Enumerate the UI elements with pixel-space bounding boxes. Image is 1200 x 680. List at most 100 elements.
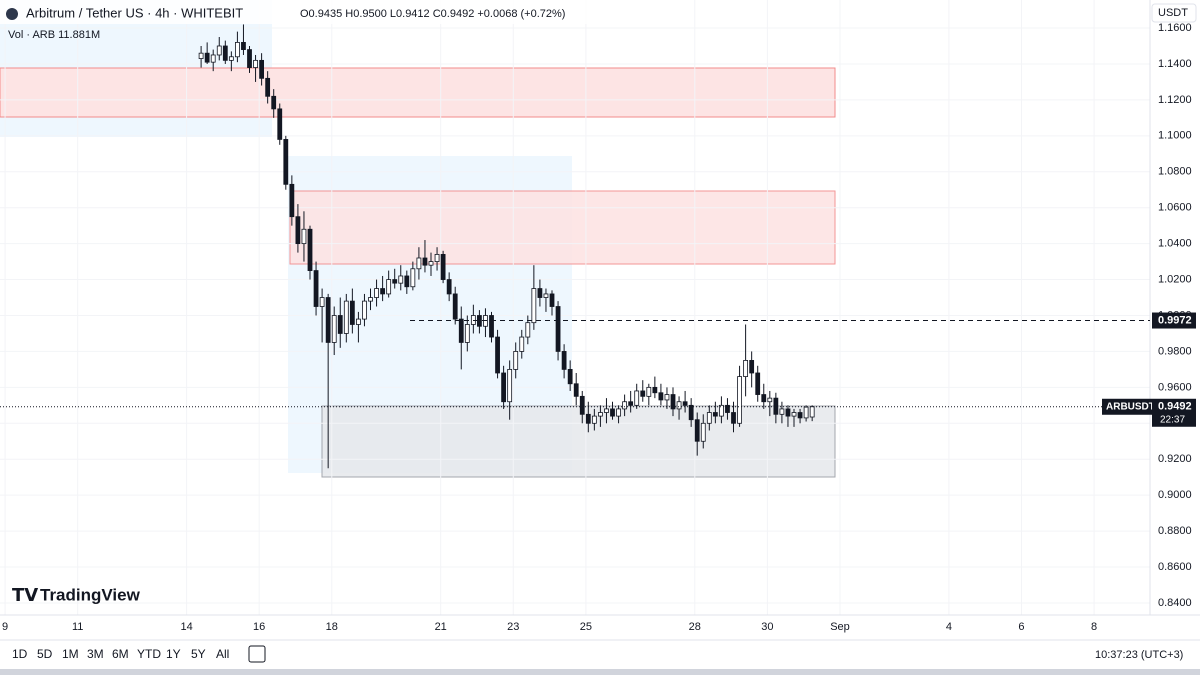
candle-body (628, 401, 634, 406)
candle-body (773, 397, 779, 415)
candle-body (289, 183, 295, 218)
candle-body (452, 293, 458, 320)
candle-body (277, 108, 283, 140)
candle-body (579, 395, 585, 415)
candle-body (688, 404, 694, 421)
range-button[interactable]: 5D (37, 647, 53, 661)
range-button[interactable]: All (216, 647, 229, 661)
x-tick-label: 30 (761, 621, 773, 633)
x-tick-label: Sep (830, 621, 850, 633)
candle-body (204, 52, 210, 63)
candle-body (362, 300, 367, 320)
candle-body (477, 315, 482, 327)
candle-body (489, 315, 494, 338)
price-tag (1152, 398, 1196, 427)
candle-body (295, 216, 301, 245)
candle-body (404, 275, 410, 288)
candle-body (640, 390, 646, 397)
candle-body (719, 404, 724, 417)
candle-body (779, 408, 785, 415)
candle-body (706, 412, 712, 424)
candle-body (712, 412, 718, 417)
candle-body (470, 315, 476, 325)
range-button[interactable]: 1Y (166, 647, 181, 661)
candle-body (652, 386, 658, 394)
candle-body (658, 392, 664, 401)
candle-body (555, 306, 561, 352)
y-tick-label: 0.8800 (1158, 525, 1192, 537)
range-button[interactable]: 1D (12, 647, 28, 661)
x-tick-label: 9 (2, 621, 8, 633)
range-button[interactable]: YTD (137, 647, 161, 661)
x-tick-label: 25 (580, 621, 592, 633)
level-label: 0.9972 (1158, 314, 1192, 326)
candle-body (235, 42, 240, 58)
y-tick-label: 1.1200 (1158, 94, 1192, 106)
y-tick-label: 1.0800 (1158, 166, 1192, 178)
countdown: 22:37 (1160, 414, 1185, 425)
candle-body (670, 394, 676, 410)
x-tick-label: 28 (689, 621, 701, 633)
candle-body (319, 297, 325, 307)
range-button[interactable]: 1M (62, 647, 79, 661)
candle-body (731, 412, 736, 424)
candle-body (343, 300, 349, 334)
candle-body (495, 336, 500, 374)
candle-body (464, 324, 470, 343)
candle-body (604, 408, 609, 413)
date-range-button[interactable] (248, 645, 266, 663)
candle-body (664, 394, 670, 401)
y-tick-label: 1.0400 (1158, 238, 1192, 250)
clock: 10:37:23 (UTC+3) (1095, 649, 1183, 661)
candle-body (567, 368, 573, 385)
candle-body (374, 288, 379, 298)
x-tick-label: 8 (1091, 621, 1097, 633)
candle-body (622, 401, 628, 410)
candle-body (682, 401, 688, 406)
candle-body (265, 77, 271, 97)
x-tick-label: 14 (180, 621, 192, 633)
volume-legend: Vol · ARB 11.881M (8, 29, 100, 41)
candle-body (809, 406, 815, 418)
candle-body (386, 279, 392, 295)
candle-body (543, 293, 549, 298)
logo: 𝗧𝗩 (12, 585, 38, 605)
y-tick-label: 0.8600 (1158, 561, 1192, 573)
candle-body (331, 315, 337, 343)
candle-body (222, 45, 228, 61)
candle-body (761, 394, 767, 403)
candle-body (797, 412, 803, 419)
y-tick-label: 1.0600 (1158, 202, 1192, 214)
candle-body (767, 397, 773, 403)
candle-body (283, 139, 289, 185)
candle-body (513, 351, 519, 370)
range-button[interactable]: 3M (87, 647, 104, 661)
candle-body (325, 297, 331, 343)
x-tick-label: 23 (507, 621, 519, 633)
range-button[interactable]: 5Y (191, 647, 206, 661)
candle-body (573, 383, 579, 397)
y-tick-label: 0.9800 (1158, 345, 1192, 357)
candle-body (313, 270, 319, 307)
candle-body (755, 372, 761, 395)
y-tick-label: 1.1000 (1158, 130, 1192, 142)
logo-text: TradingView (40, 585, 141, 604)
candle-body (634, 390, 640, 406)
candle-body (356, 318, 361, 325)
candle-body (725, 404, 730, 413)
currency-button[interactable] (1151, 3, 1197, 23)
candle-body (737, 376, 742, 424)
candle-body (422, 257, 428, 266)
candle-body (700, 422, 706, 442)
symbol-icon (6, 8, 18, 20)
range-button[interactable]: 6M (112, 647, 129, 661)
currency: USDT (1158, 7, 1188, 19)
y-tick-label: 0.8400 (1158, 597, 1192, 609)
level-tag (1152, 312, 1196, 329)
candle-body (301, 228, 307, 245)
candle-body (434, 254, 440, 262)
candle-body (549, 293, 555, 307)
candle-body (694, 419, 700, 442)
candle-body (525, 322, 531, 338)
